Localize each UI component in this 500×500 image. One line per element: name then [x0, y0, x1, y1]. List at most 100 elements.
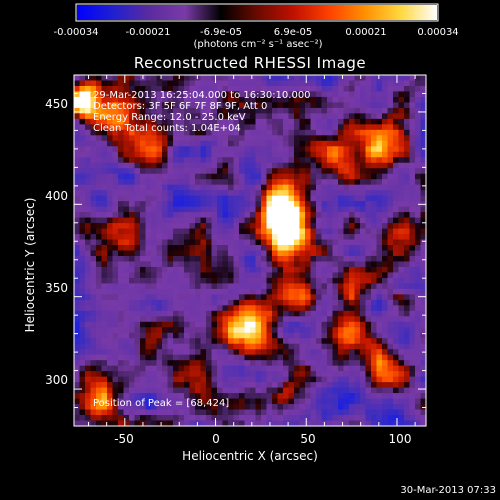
heatmap-cell — [101, 157, 108, 164]
heatmap-cell — [222, 195, 229, 202]
heatmap-cell — [112, 234, 119, 241]
heatmap-cell — [360, 283, 367, 290]
heatmap-cell — [101, 277, 108, 284]
heatmap-cell — [409, 310, 416, 317]
heatmap-cell — [184, 420, 191, 427]
heatmap-cell — [415, 184, 422, 191]
heatmap-cell — [129, 415, 136, 422]
heatmap-cell — [420, 305, 427, 312]
heatmap-cell — [189, 223, 196, 230]
heatmap-cell — [305, 140, 312, 147]
heatmap-cell — [244, 168, 251, 175]
heatmap-cell — [184, 294, 191, 301]
heatmap-cell — [288, 129, 295, 136]
heatmap-cell — [338, 299, 345, 306]
heatmap-cell — [255, 212, 262, 219]
heatmap-cell — [327, 338, 334, 345]
heatmap-cell — [376, 283, 383, 290]
heatmap-cell — [101, 239, 108, 246]
heatmap-cell — [277, 294, 284, 301]
heatmap-cell — [101, 299, 108, 306]
heatmap-cell — [96, 190, 103, 197]
heatmap-cell — [206, 376, 213, 383]
heatmap-cell — [233, 173, 240, 180]
heatmap-cell — [74, 217, 81, 224]
heatmap-cell — [162, 255, 169, 263]
heatmap-cell — [354, 217, 361, 224]
heatmap-cell — [327, 305, 334, 312]
heatmap-cell — [343, 245, 350, 252]
heatmap-cell — [398, 96, 405, 104]
heatmap-cell — [365, 354, 372, 361]
heatmap-cell — [338, 310, 345, 317]
heatmap-cell — [365, 129, 372, 136]
heatmap-cell — [321, 409, 328, 416]
heatmap-cell — [376, 343, 383, 350]
heatmap-cell — [96, 124, 103, 131]
heatmap-cell — [74, 113, 81, 120]
heatmap-cell — [250, 140, 257, 147]
heatmap-cell — [101, 327, 108, 334]
heatmap-cell — [96, 376, 103, 383]
heatmap-cell — [129, 96, 136, 104]
heatmap-cell — [294, 261, 301, 268]
heatmap-cell — [90, 250, 97, 257]
heatmap-cell — [96, 321, 103, 328]
heatmap-cell — [255, 190, 262, 197]
heatmap-cell — [206, 212, 213, 219]
heatmap-cell — [354, 316, 361, 323]
heatmap-cell — [299, 85, 306, 93]
heatmap-cell — [255, 223, 262, 230]
heatmap-cell — [327, 272, 334, 279]
heatmap-cell — [283, 195, 290, 202]
heatmap-cell — [195, 168, 202, 175]
heatmap-cell — [211, 212, 218, 219]
heatmap-cell — [112, 382, 119, 389]
heatmap-cell — [382, 206, 389, 213]
heatmap-cell — [343, 404, 350, 411]
heatmap-cell — [90, 113, 97, 120]
heatmap-cell — [349, 96, 356, 104]
heatmap-cell — [305, 266, 312, 274]
heatmap-cell — [195, 283, 202, 290]
heatmap-cell — [101, 184, 108, 191]
heatmap-cell — [134, 96, 141, 104]
heatmap-cell — [299, 393, 306, 400]
heatmap-cell — [233, 321, 240, 328]
heatmap-cell — [343, 157, 350, 164]
heatmap-cell — [288, 118, 295, 125]
heatmap-cell — [415, 75, 422, 82]
heatmap-cell — [206, 382, 213, 389]
heatmap-cell — [96, 371, 103, 378]
heatmap-cell — [349, 102, 356, 109]
heatmap-cell — [123, 294, 130, 301]
heatmap-cell — [217, 272, 224, 279]
heatmap-cell — [398, 223, 405, 230]
heatmap-cell — [321, 404, 328, 411]
heatmap-cell — [123, 360, 130, 367]
heatmap-cell — [365, 195, 372, 202]
heatmap-cell — [310, 316, 317, 323]
heatmap-cell — [140, 228, 147, 235]
heatmap-cell — [360, 151, 367, 158]
heatmap-cell — [167, 118, 174, 125]
heatmap-cell — [129, 250, 136, 257]
heatmap-cell — [173, 272, 180, 279]
heatmap-cell — [404, 327, 411, 334]
heatmap-cell — [134, 321, 141, 328]
heatmap-cell — [151, 96, 158, 104]
heatmap-cell — [239, 184, 246, 191]
heatmap-cell — [277, 393, 284, 400]
heatmap-cell — [294, 173, 301, 180]
heatmap-cell — [266, 272, 273, 279]
heatmap-cell — [338, 129, 345, 136]
heatmap-cell — [123, 85, 130, 93]
heatmap-cell — [250, 228, 257, 235]
heatmap-cell — [277, 343, 284, 350]
heatmap-cell — [167, 107, 174, 114]
heatmap-cell — [283, 277, 290, 284]
heatmap-cell — [409, 283, 416, 290]
heatmap-cell — [244, 305, 251, 312]
heatmap-cell — [294, 223, 301, 230]
